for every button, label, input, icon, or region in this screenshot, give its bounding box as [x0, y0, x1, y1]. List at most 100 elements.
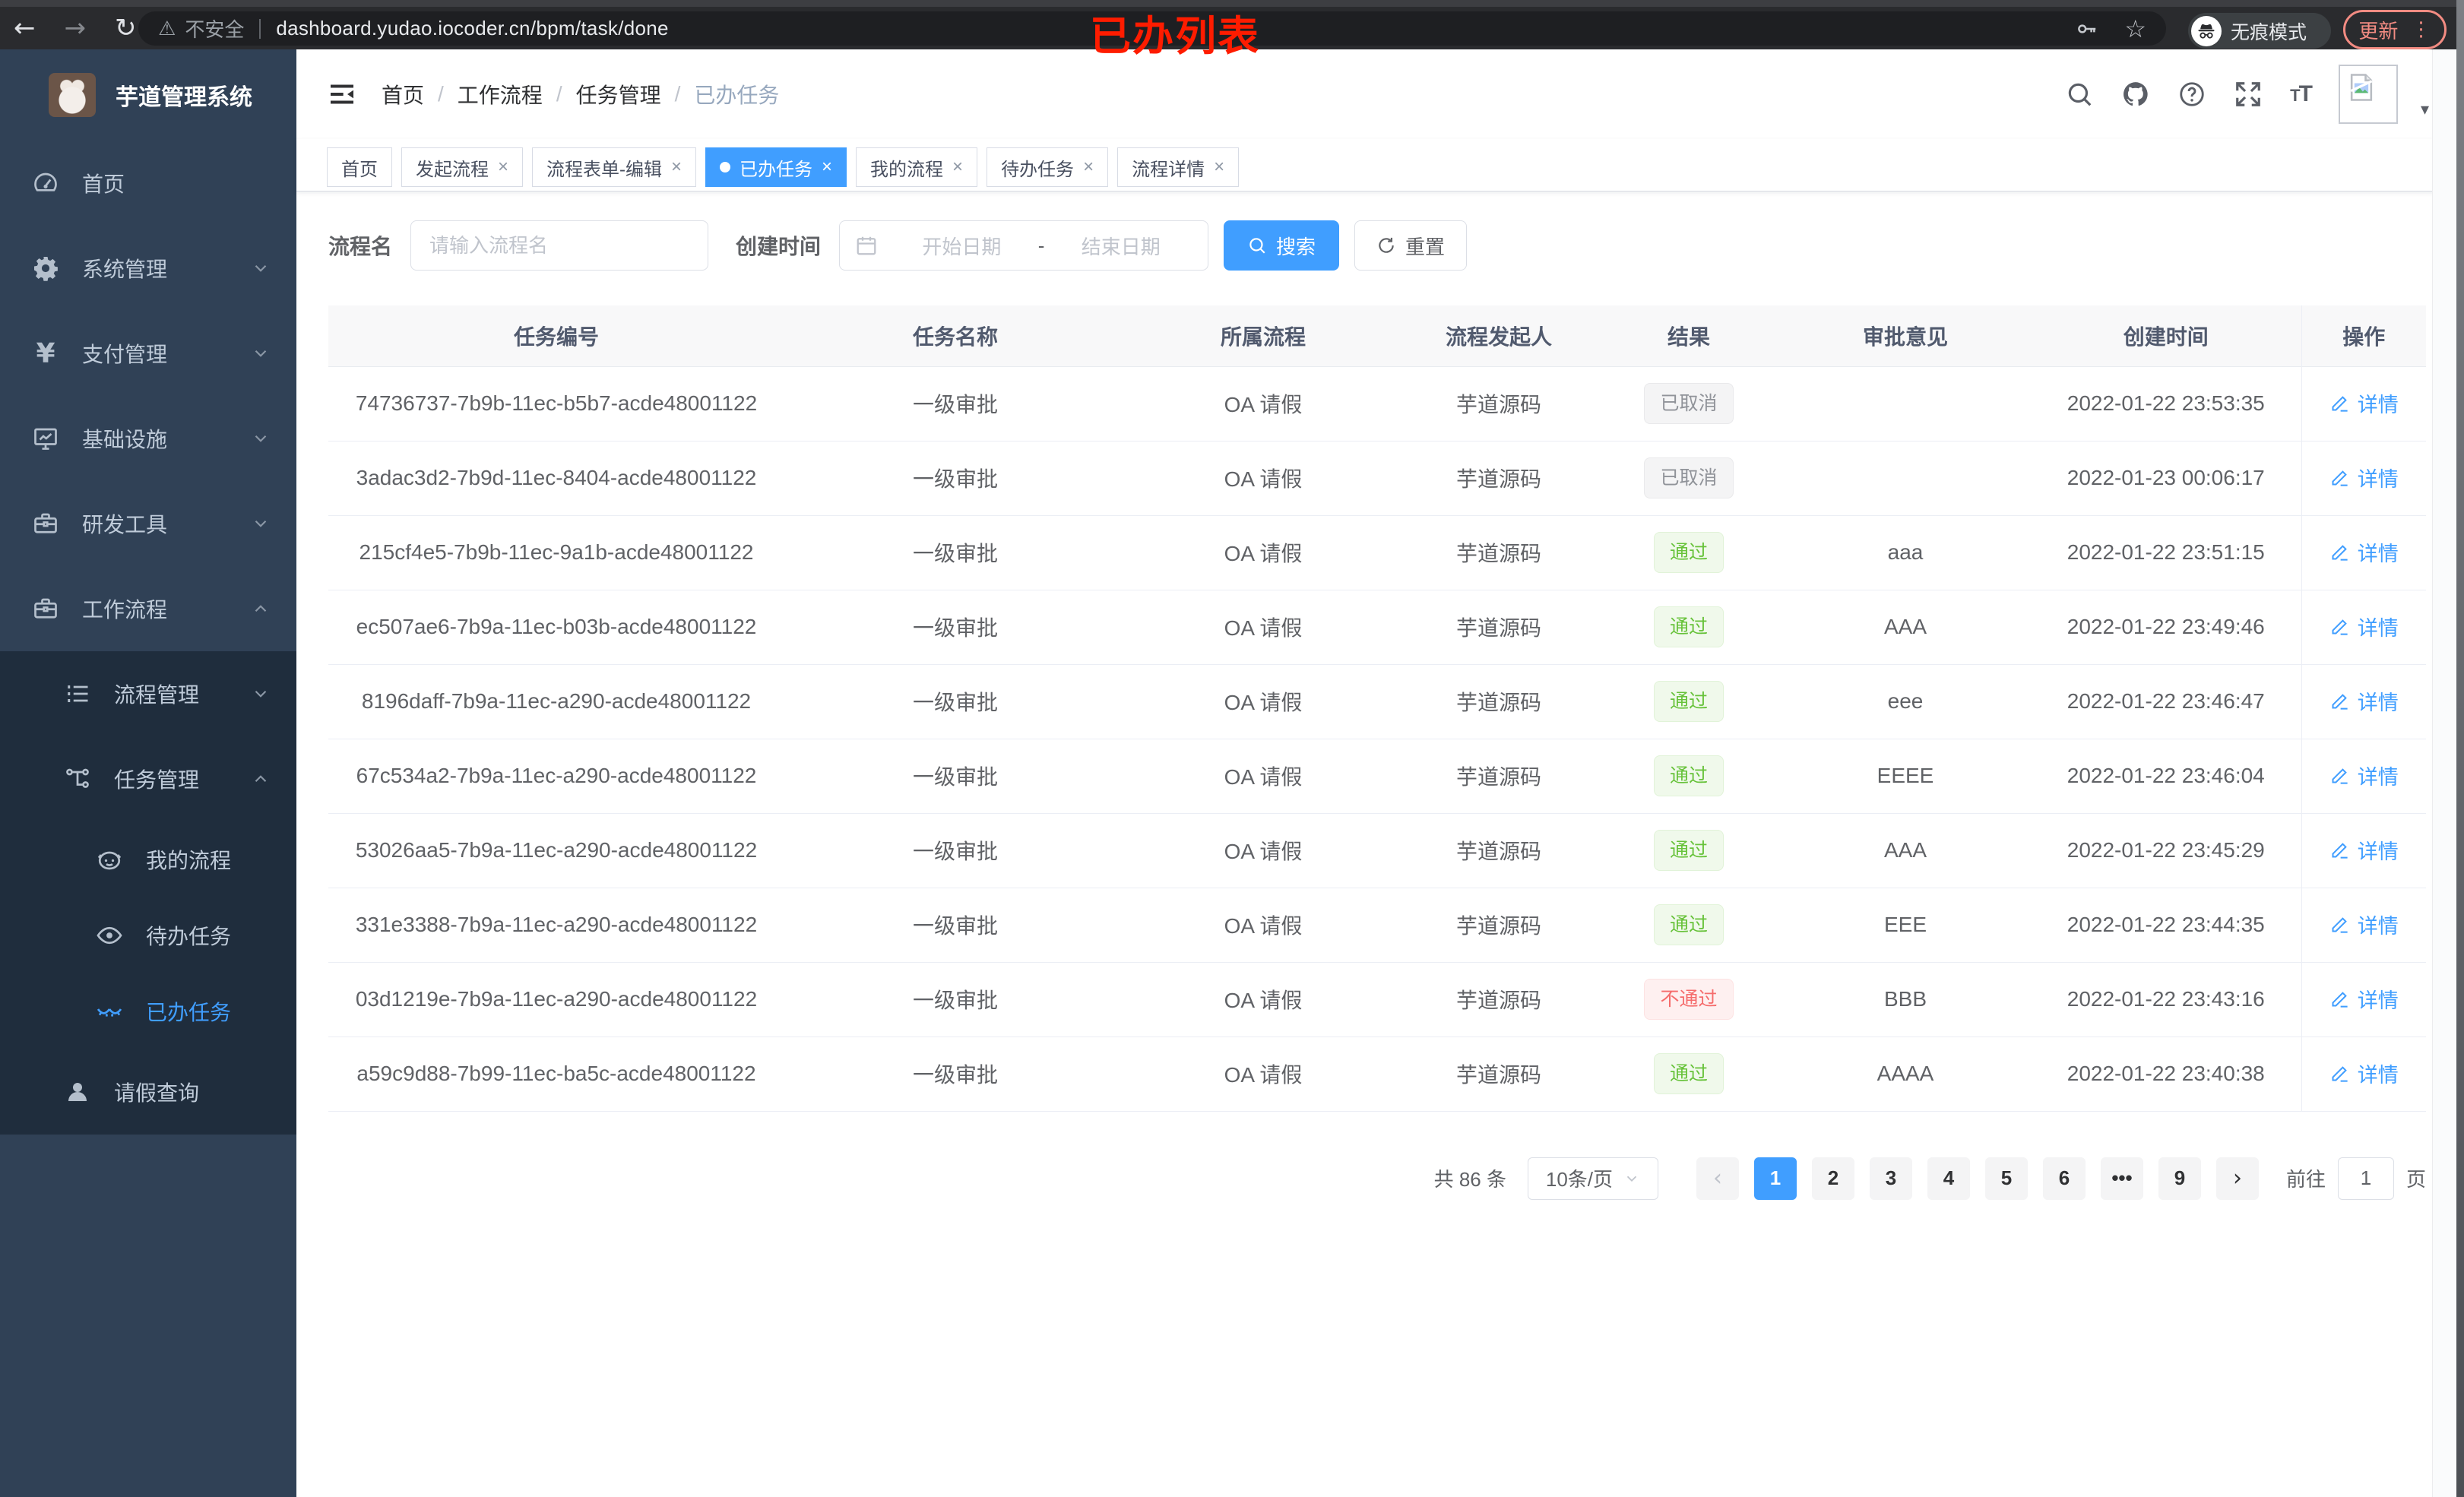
key-icon[interactable]	[2076, 17, 2098, 40]
page-size-select[interactable]: 10条/页	[1527, 1157, 1658, 1200]
date-range-picker[interactable]: 开始日期 - 结束日期	[839, 220, 1209, 271]
breadcrumb-task-mgmt[interactable]: 任务管理	[575, 84, 661, 107]
edit-pen-icon	[2329, 542, 2350, 562]
detail-link[interactable]: 详情	[2329, 761, 2399, 790]
detail-link[interactable]: 详情	[2329, 835, 2399, 865]
tab[interactable]: 发起流程 ×	[401, 147, 524, 187]
sidebar-item-task-mgmt[interactable]: 任务管理	[0, 736, 296, 821]
detail-link[interactable]: 详情	[2329, 537, 2399, 567]
page-unit-label: 页	[2405, 1168, 2426, 1191]
sidebar-logo-row[interactable]: 芋道管理系统	[0, 49, 296, 141]
sidebar-item-process-mgmt[interactable]: 流程管理	[0, 651, 296, 736]
close-icon[interactable]: ×	[671, 157, 683, 177]
detail-link[interactable]: 详情	[2329, 686, 2399, 716]
sidebar-item-leave-query[interactable]: 请假查询	[0, 1049, 296, 1135]
page-number-button[interactable]: 3	[1869, 1157, 1912, 1200]
page-number-button[interactable]: 1	[1753, 1157, 1797, 1200]
detail-link-label: 详情	[2357, 394, 2399, 416]
tab[interactable]: 流程表单-编辑 ×	[532, 147, 697, 187]
detail-link[interactable]: 详情	[2329, 984, 2399, 1014]
sidebar-item-todo-tasks[interactable]: 待办任务	[0, 897, 296, 973]
tab[interactable]: 已办任务 ×	[705, 147, 847, 187]
task-name-cell: 一级审批	[784, 739, 1126, 814]
comment-cell: EEEE	[1780, 739, 2031, 814]
avatar-caret-icon[interactable]: ▾	[2420, 100, 2429, 119]
font-size-icon[interactable]: TT	[2290, 81, 2313, 106]
sidebar-item-infra[interactable]: 基础设施	[0, 396, 296, 481]
chevron-down-icon	[251, 429, 271, 448]
col-task-id: 任务编号	[328, 305, 784, 366]
next-page-button[interactable]: ›	[2215, 1157, 2259, 1200]
eye-icon	[96, 922, 123, 949]
edit-pen-icon	[2329, 914, 2350, 935]
github-icon[interactable]	[2121, 80, 2150, 109]
table-row: 8196daff-7b9a-11ec-a290-acde48001122 一级审…	[328, 664, 2426, 739]
end-date-placeholder[interactable]: 结束日期	[1081, 235, 1161, 258]
browser-menu-icon[interactable]: ⋮	[2411, 18, 2431, 41]
goto-page-input[interactable]	[2337, 1157, 2394, 1200]
help-icon[interactable]	[2177, 80, 2206, 109]
toolbox-icon	[32, 595, 59, 622]
browser-reload-icon[interactable]: ↻	[115, 13, 137, 43]
tab[interactable]: 首页	[327, 147, 392, 187]
breadcrumb-current: 已办任务	[694, 84, 780, 107]
page-number-button[interactable]: 9	[2158, 1157, 2201, 1200]
detail-link[interactable]: 详情	[2329, 1059, 2399, 1088]
close-icon[interactable]: ×	[952, 157, 964, 177]
breadcrumb-home[interactable]: 首页	[382, 84, 425, 107]
reset-button[interactable]: 重置	[1354, 220, 1468, 271]
process-cell: OA 请假	[1126, 739, 1400, 814]
total-count: 共 86 条	[1433, 1168, 1506, 1191]
url-text[interactable]: dashboard.yudao.iocoder.cn/bpm/task/done	[276, 17, 669, 40]
result-cell: 已取消	[1598, 441, 1780, 516]
close-icon[interactable]: ×	[822, 157, 833, 177]
close-icon[interactable]: ×	[498, 157, 509, 177]
sidebar-item-label: 工作流程	[82, 598, 168, 622]
start-date-placeholder[interactable]: 开始日期	[922, 235, 1002, 258]
page-number-button[interactable]: 6	[2042, 1157, 2086, 1200]
browser-back-icon[interactable]: ←	[14, 13, 36, 43]
browser-scrollbar-track[interactable]	[2432, 49, 2456, 1497]
sidebar-item-home[interactable]: 首页	[0, 141, 296, 226]
avatar[interactable]	[2338, 65, 2398, 124]
browser-update-button[interactable]: 更新 ⋮	[2343, 10, 2447, 49]
browser-forward-icon[interactable]: →	[64, 13, 87, 43]
sidebar-collapse-icon[interactable]	[327, 79, 357, 109]
col-actions: 操作	[2301, 305, 2426, 366]
fullscreen-icon[interactable]	[2234, 80, 2263, 109]
sidebar-item-devtools[interactable]: 研发工具	[0, 481, 296, 566]
sidebar-item-label: 任务管理	[114, 768, 200, 792]
sidebar-item-system[interactable]: 系统管理	[0, 226, 296, 311]
page-number-button[interactable]: 4	[1927, 1157, 1970, 1200]
sidebar-item-done-tasks[interactable]: 已办任务	[0, 973, 296, 1049]
sidebar-item-label: 已办任务	[146, 1001, 232, 1024]
sidebar-item-payment[interactable]: ¥ 支付管理	[0, 311, 296, 396]
result-badge: 通过	[1653, 681, 1724, 722]
page-number-label: •••	[2111, 1166, 2133, 1189]
breadcrumb-workflow[interactable]: 工作流程	[457, 84, 543, 107]
tab[interactable]: 流程详情 ×	[1117, 147, 1240, 187]
detail-link[interactable]: 详情	[2329, 612, 2399, 641]
page-number-button[interactable]: 5	[1984, 1157, 2028, 1200]
close-icon[interactable]: ×	[1214, 157, 1225, 177]
tab[interactable]: 待办任务 ×	[987, 147, 1109, 187]
address-bar[interactable]: ⚠ 不安全 dashboard.yudao.iocoder.cn/bpm/tas…	[138, 11, 2166, 46]
detail-link[interactable]: 详情	[2329, 388, 2399, 418]
search-button[interactable]: 搜索	[1224, 220, 1340, 271]
sidebar-item-my-process[interactable]: 我的流程	[0, 821, 296, 897]
omnibox-divider	[259, 18, 261, 39]
bookmark-star-icon[interactable]: ☆	[2124, 14, 2146, 43]
process-name-input[interactable]	[410, 220, 709, 271]
page-number-button[interactable]: •••	[2100, 1157, 2143, 1200]
close-icon[interactable]: ×	[1083, 157, 1094, 177]
tree-icon	[64, 765, 91, 793]
detail-link[interactable]: 详情	[2329, 910, 2399, 939]
date-range-separator: -	[1037, 233, 1045, 257]
page-number-button[interactable]: 2	[1811, 1157, 1854, 1200]
sidebar-item-workflow[interactable]: 工作流程	[0, 566, 296, 651]
detail-link[interactable]: 详情	[2329, 463, 2399, 492]
sidebar-item-label: 请假查询	[114, 1081, 200, 1105]
prev-page-button[interactable]: ‹	[1696, 1157, 1739, 1200]
search-icon[interactable]	[2065, 80, 2094, 109]
tab[interactable]: 我的流程 ×	[856, 147, 978, 187]
